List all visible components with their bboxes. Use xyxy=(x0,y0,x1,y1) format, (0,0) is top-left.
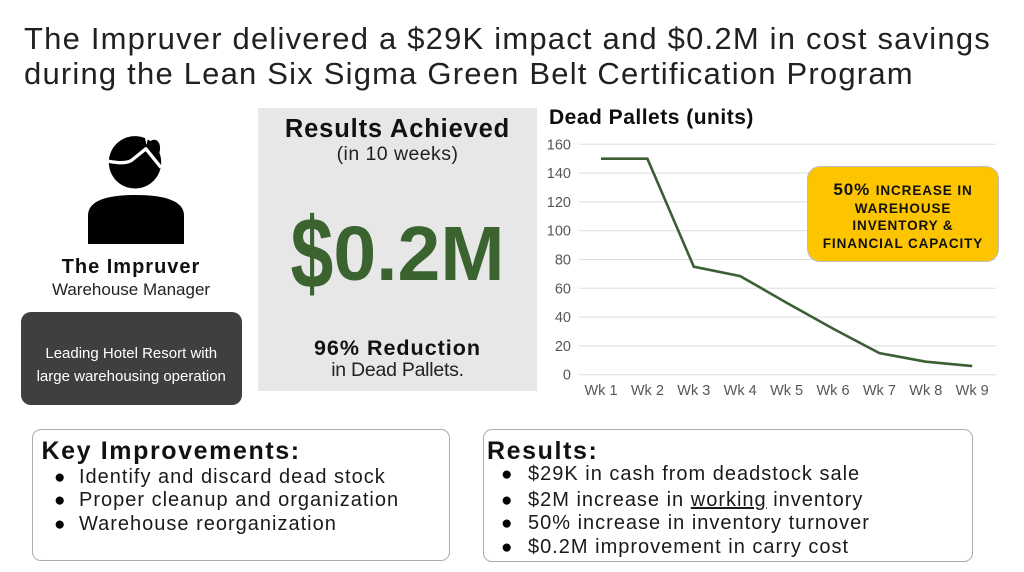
svg-text:160: 160 xyxy=(547,137,571,153)
svg-text:20: 20 xyxy=(555,339,571,355)
svg-text:Wk 4: Wk 4 xyxy=(724,383,757,399)
svg-text:80: 80 xyxy=(555,253,571,269)
svg-text:0: 0 xyxy=(563,368,571,384)
svg-text:140: 140 xyxy=(547,166,571,182)
svg-text:Wk 5: Wk 5 xyxy=(770,383,803,399)
svg-text:Wk 1: Wk 1 xyxy=(584,383,617,399)
svg-text:120: 120 xyxy=(547,195,571,211)
svg-text:Wk 2: Wk 2 xyxy=(631,383,664,399)
svg-text:Wk 6: Wk 6 xyxy=(816,383,849,399)
svg-text:Wk 7: Wk 7 xyxy=(863,383,896,399)
svg-text:Wk 8: Wk 8 xyxy=(909,383,942,399)
svg-text:Wk 3: Wk 3 xyxy=(677,383,710,399)
svg-text:60: 60 xyxy=(555,281,571,297)
svg-text:100: 100 xyxy=(547,224,571,240)
svg-text:Wk 9: Wk 9 xyxy=(956,383,989,399)
svg-text:40: 40 xyxy=(555,310,571,326)
